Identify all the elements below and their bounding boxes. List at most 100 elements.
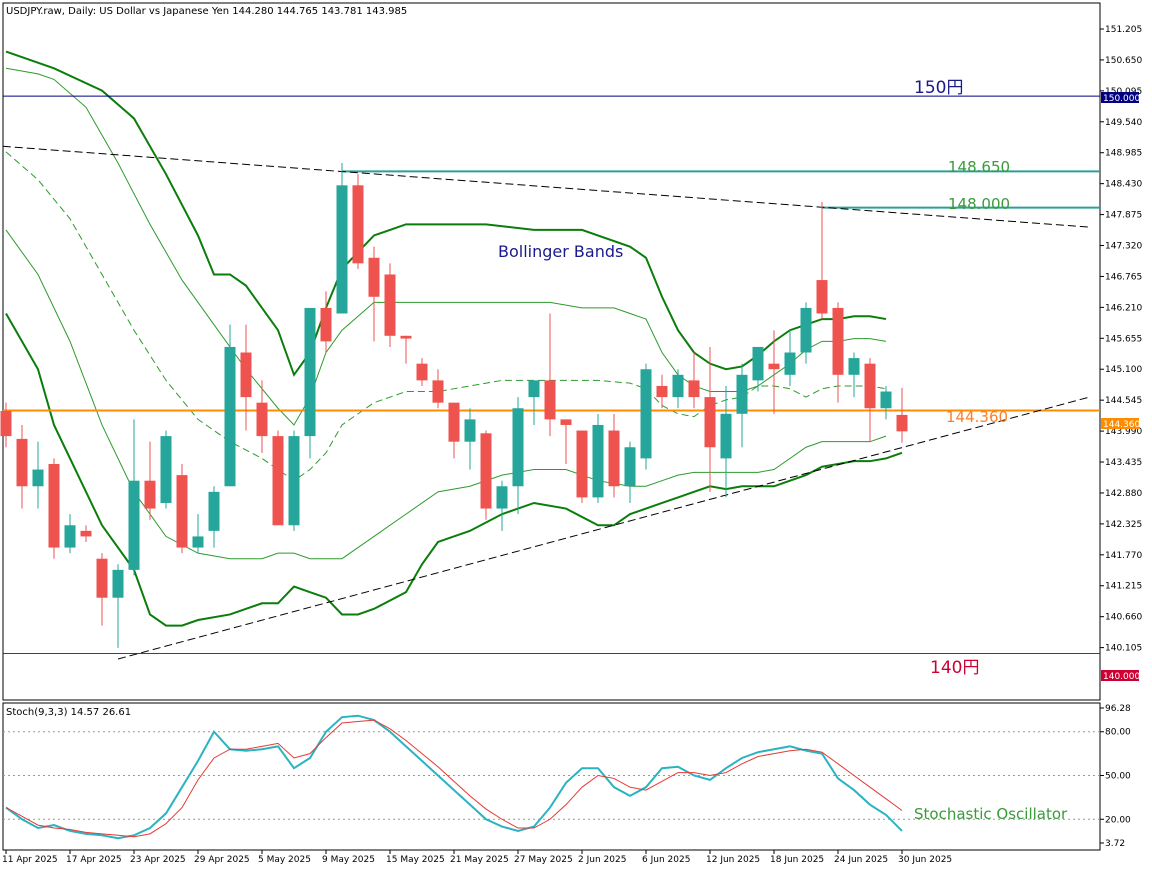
price-tick-label: 141.770 — [1105, 551, 1142, 561]
candle-body — [752, 346, 764, 381]
descending-trendline — [2, 145, 1090, 228]
candle-body — [352, 185, 364, 264]
stoch-tick-label: 96.28 — [1105, 704, 1131, 714]
candle-body — [128, 480, 140, 570]
price-tick-label: 142.325 — [1105, 520, 1142, 530]
price-tag-150-bg — [1101, 92, 1139, 103]
candle-body — [672, 374, 684, 398]
price-tick-label: 144.545 — [1105, 396, 1142, 406]
bollinger-upper-outer-line — [5, 50, 887, 377]
candle-body — [768, 363, 780, 370]
price-tick-label: 143.435 — [1105, 458, 1142, 468]
date-tick-label: 17 Apr 2025 — [66, 855, 122, 865]
candle-body — [400, 335, 412, 339]
date-tick-label: 9 May 2025 — [322, 855, 375, 865]
price-tick-label: 150.650 — [1105, 56, 1142, 66]
candle-body — [288, 436, 300, 526]
candle-body — [112, 569, 124, 598]
candle-body — [480, 433, 492, 509]
label-148650: 148.650 — [948, 158, 1010, 176]
candle-body — [736, 374, 748, 414]
bollinger-bands — [5, 50, 903, 627]
label-150-yen: 150円 — [914, 78, 963, 98]
candle-body — [256, 402, 268, 437]
price-tick-label: 145.100 — [1105, 365, 1142, 375]
candle-body — [832, 307, 844, 375]
candle-body — [240, 352, 252, 398]
candle-body — [320, 307, 332, 342]
candle-body — [272, 436, 284, 526]
candle-body — [64, 525, 76, 548]
price-tick-label: 146.210 — [1105, 303, 1142, 313]
candle-body — [464, 419, 476, 442]
price-tick-label: 140.660 — [1105, 613, 1142, 623]
date-tick-label: 24 Jun 2025 — [834, 855, 888, 865]
price-tag-140-bg — [1101, 670, 1139, 681]
price-tick-label: 149.540 — [1105, 118, 1142, 128]
price-tick-label: 147.875 — [1105, 211, 1142, 221]
date-tick-label: 5 May 2025 — [258, 855, 311, 865]
candle-body — [880, 391, 892, 409]
candle-body — [576, 430, 588, 498]
candle-body — [528, 380, 540, 398]
price-tag-140: 140.000 — [1103, 672, 1140, 682]
candle-body — [896, 414, 908, 432]
main-pane-frame — [2, 2, 1101, 701]
date-tick-label: 30 Jun 2025 — [898, 855, 952, 865]
price-tick-label: 147.320 — [1105, 242, 1142, 252]
candle-body — [656, 385, 668, 398]
price-tick-label: 145.655 — [1105, 334, 1142, 344]
date-tick-label: 2 Jun 2025 — [578, 855, 626, 865]
candle-body — [592, 424, 604, 498]
date-tick-label: 29 Apr 2025 — [194, 855, 250, 865]
candle-body — [704, 397, 716, 448]
candle-body — [720, 413, 732, 459]
candle-body — [48, 463, 60, 548]
price-tag-144360-bg — [1101, 418, 1139, 429]
date-tick-label: 27 May 2025 — [514, 855, 573, 865]
price-tick-label: 148.985 — [1105, 149, 1142, 159]
level-lines — [2, 95, 1100, 660]
date-tick-label: 6 Jun 2025 — [642, 855, 690, 865]
candle-body — [0, 411, 12, 437]
date-tick-label: 12 Jun 2025 — [706, 855, 760, 865]
stoch-tick-label: 80.00 — [1105, 728, 1131, 738]
candle-body — [544, 380, 556, 420]
candle-body — [96, 558, 108, 598]
price-tick-label: 148.430 — [1105, 180, 1142, 190]
date-tick-label: 23 Apr 2025 — [130, 855, 186, 865]
stochastic-lines — [5, 714, 903, 840]
candle-body — [432, 380, 444, 403]
candle-body — [864, 363, 876, 409]
stoch-tick-label: 3.72 — [1105, 839, 1125, 849]
stoch-main-line — [5, 714, 903, 840]
price-tick-label: 143.990 — [1105, 427, 1142, 437]
candle-body — [192, 536, 204, 548]
bollinger-bands-label: Bollinger Bands — [498, 242, 623, 261]
candle-body — [496, 486, 508, 509]
price-tick-label: 150.095 — [1105, 87, 1142, 97]
candle-body — [144, 480, 156, 509]
price-tick-label: 146.765 — [1105, 272, 1142, 282]
date-tick-label: 11 Apr 2025 — [2, 855, 58, 865]
bollinger-lower-outer-line — [5, 313, 903, 627]
price-tag-144360: 144.360 — [1103, 420, 1140, 430]
candle-body — [336, 185, 348, 314]
price-tick-label: 140.105 — [1105, 644, 1142, 654]
price-tick-label: 151.205 — [1105, 25, 1142, 35]
candles — [0, 163, 908, 648]
candle-body — [512, 408, 524, 487]
bollinger-mid-line — [5, 151, 887, 482]
candle-body — [640, 369, 652, 459]
candle-body — [448, 402, 460, 442]
ascending-trendline — [117, 396, 1090, 660]
date-tick-label: 15 May 2025 — [386, 855, 445, 865]
label-148000: 148.000 — [948, 195, 1010, 213]
candle-body — [784, 352, 796, 375]
candle-body — [384, 274, 396, 336]
candle-body — [16, 438, 28, 487]
stoch-tick-label: 50.00 — [1105, 772, 1131, 782]
stoch-pane-frame — [2, 702, 1101, 851]
